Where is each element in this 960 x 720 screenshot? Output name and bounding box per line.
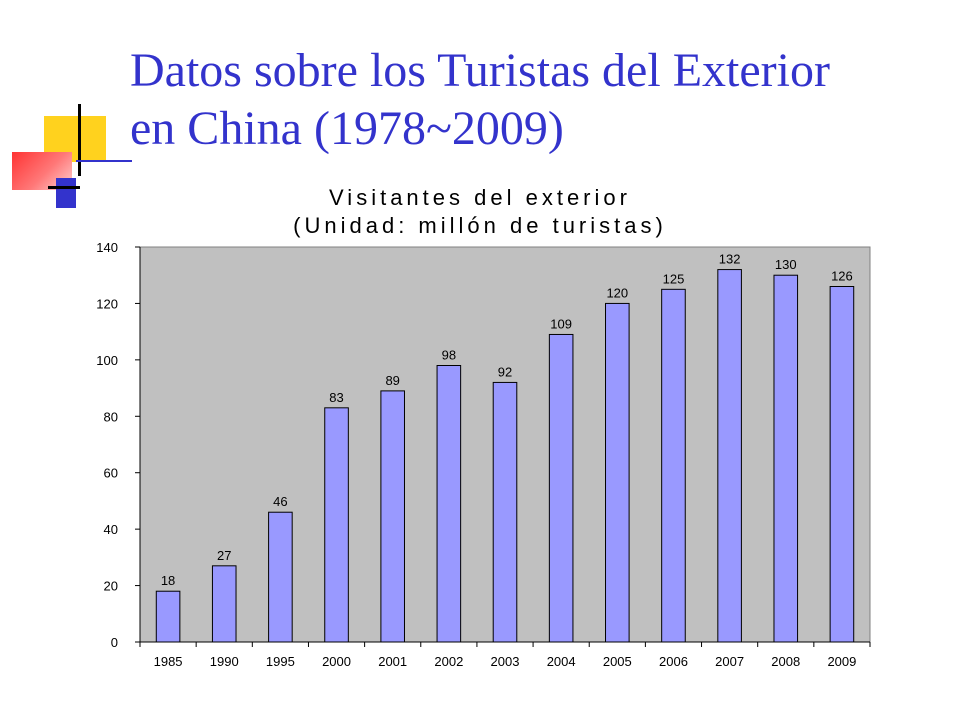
data-label: 27 [217, 548, 231, 563]
x-tick-label: 2004 [547, 654, 576, 669]
data-label: 125 [663, 271, 685, 286]
data-label: 120 [606, 285, 628, 300]
bar [155, 590, 181, 643]
bar [548, 333, 574, 643]
y-tick-label: 120 [96, 296, 118, 311]
y-tick-label: 40 [104, 522, 118, 537]
y-tick-label: 60 [104, 466, 118, 481]
bar [268, 511, 293, 643]
bar [661, 288, 686, 643]
data-label: 89 [385, 373, 399, 388]
x-tick-label: 2006 [659, 654, 688, 669]
x-tick-label: 1990 [210, 654, 239, 669]
chart-title: Visitantes del exterior (Unidad: millón … [180, 184, 780, 240]
y-tick-label: 20 [104, 579, 118, 594]
x-tick-label: 2000 [322, 654, 351, 669]
slide-title: Datos sobre los Turistas del Exterior en… [130, 42, 950, 158]
bar [773, 274, 799, 643]
decor-title-underline [76, 160, 132, 162]
x-tick-label: 2009 [827, 654, 856, 669]
x-tick-label: 2008 [771, 654, 800, 669]
data-label: 92 [498, 364, 512, 379]
bar [605, 302, 630, 643]
x-tick-label: 2003 [491, 654, 520, 669]
x-tick-label: 1985 [154, 654, 183, 669]
chart-title-line2: (Unidad: millón de turistas) [293, 213, 667, 238]
decor-horizontal-line [48, 186, 80, 189]
data-label: 98 [442, 348, 456, 363]
chart-title-line1: Visitantes del exterior [329, 185, 631, 210]
x-tick-label: 2001 [378, 654, 407, 669]
bar [324, 407, 349, 643]
slide-title-line1: Datos sobre los Turistas del Exterior [130, 44, 830, 97]
bar [211, 565, 237, 643]
data-label: 109 [550, 316, 572, 331]
data-label: 83 [329, 390, 343, 405]
data-label: 130 [775, 257, 797, 272]
y-tick-label: 80 [104, 409, 118, 424]
bar [829, 286, 855, 643]
x-tick-label: 2007 [715, 654, 744, 669]
y-tick-label: 0 [111, 635, 118, 650]
bar [380, 390, 405, 643]
y-tick-label: 140 [96, 240, 118, 255]
data-label: 126 [831, 269, 853, 284]
decor-blue-square [56, 178, 76, 208]
bar [436, 365, 462, 643]
data-label: 132 [719, 252, 741, 267]
decor-vertical-line [78, 104, 81, 176]
slide-title-line2: en China (1978~2009) [130, 102, 564, 155]
x-tick-label: 1995 [266, 654, 295, 669]
x-tick-label: 2005 [603, 654, 632, 669]
data-label: 18 [161, 573, 175, 588]
y-tick-label: 100 [96, 353, 118, 368]
bar [492, 381, 518, 643]
x-tick-label: 2002 [434, 654, 463, 669]
bar [717, 269, 742, 643]
data-label: 46 [273, 494, 287, 509]
